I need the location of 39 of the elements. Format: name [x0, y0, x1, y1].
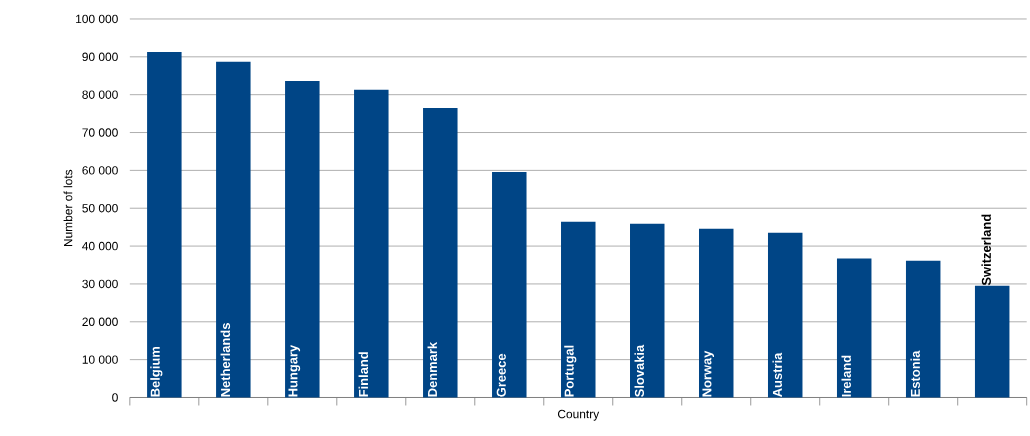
y-tick-label: 30 000 — [82, 279, 118, 288]
bar — [699, 228, 734, 398]
y-tick-label: 20 000 — [82, 317, 118, 326]
bar — [492, 171, 527, 398]
x-tick-label: Greece — [496, 353, 506, 397]
y-tick-label: 10 000 — [82, 355, 118, 364]
bar — [974, 285, 1010, 398]
bar — [216, 61, 251, 398]
x-tick-label: Estonia — [910, 350, 920, 397]
bar — [836, 258, 872, 398]
x-tick-label: Belgium — [150, 346, 163, 397]
x-tick-label: Finland — [358, 351, 369, 397]
bar — [905, 260, 941, 398]
y-tick-label: 0 — [112, 393, 118, 402]
x-tick-label: Hungary — [288, 344, 301, 397]
bar — [423, 107, 458, 398]
x-tick-label: Austria — [772, 352, 782, 397]
y-tick-label: 40 000 — [82, 241, 118, 251]
x-tick-label: Norway — [702, 350, 715, 397]
bar — [630, 223, 665, 398]
x-tick-label: Denmark — [427, 341, 438, 397]
y-tick-label: 80 000 — [82, 90, 118, 99]
y-axis-title: Number of lots — [63, 169, 73, 246]
y-tick-label: 60 000 — [82, 165, 118, 175]
x-tick-label: Netherlands — [220, 322, 231, 397]
x-tick-label: Switzerland — [981, 214, 991, 286]
y-tick-label: 100 000 — [76, 14, 118, 23]
y-tick-label: 70 000 — [82, 128, 118, 137]
x-axis-title: Country — [557, 409, 600, 421]
y-tick-label: 90 000 — [82, 52, 118, 61]
bar — [767, 232, 803, 398]
x-tick-label: Portugal — [564, 345, 577, 397]
x-tick-label: Slovakia — [634, 344, 645, 397]
x-tick-label: Ireland — [841, 355, 851, 397]
bar — [147, 51, 182, 398]
bar — [354, 89, 389, 398]
y-tick-label: 50 000 — [82, 203, 118, 213]
bar — [285, 80, 320, 398]
bar — [561, 221, 596, 398]
